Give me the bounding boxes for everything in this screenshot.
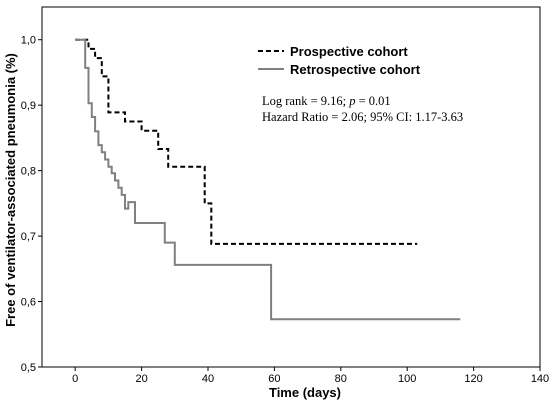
log-rank-annotation: Log rank = 9.16; p = 0.01	[262, 94, 391, 108]
x-tick-label: 140	[531, 373, 549, 385]
series-line-retrospective	[75, 38, 461, 321]
p-value: = 0.01	[356, 94, 391, 108]
hazard-ratio-annotation: Hazard Ratio = 2.06; 95% CI: 1.17-3.63	[262, 110, 463, 124]
y-tick-label: 0,5	[21, 362, 36, 374]
y-tick-label: 0,6	[21, 297, 36, 309]
series-line-prospective	[75, 38, 418, 245]
y-axis-title: Free of ventilator-associated pneumonia …	[3, 53, 18, 327]
legend-label-prospective: Prospective cohort	[290, 44, 408, 59]
x-tick-label: 40	[202, 373, 214, 385]
y-tick-label: 0,9	[21, 100, 36, 112]
legend-label-retrospective: Retrospective cohort	[290, 62, 421, 77]
series-lines	[75, 38, 461, 321]
y-tick-label: 0,7	[21, 231, 36, 243]
log-rank-prefix: Log rank = 9.16;	[262, 94, 349, 108]
x-tick-label: 100	[398, 373, 416, 385]
plot-frame	[41, 6, 541, 368]
x-tick-label: 0	[72, 373, 78, 385]
ticks: 0 20 40 60 80 100 120 140 0,5 0,6 0,7 0,8 0,9 1,0	[21, 35, 549, 385]
x-tick-label: 60	[268, 373, 280, 385]
x-tick-label: 120	[464, 373, 482, 385]
x-tick-label: 20	[135, 373, 147, 385]
legend: Prospective cohort Retrospective cohort	[258, 44, 421, 77]
p-symbol: p	[348, 94, 355, 108]
x-tick-label: 80	[335, 373, 347, 385]
y-tick-label: 0,8	[21, 166, 36, 178]
y-tick-label: 1,0	[21, 35, 36, 47]
axes	[41, 6, 541, 368]
x-axis-title: Time (days)	[269, 385, 341, 400]
